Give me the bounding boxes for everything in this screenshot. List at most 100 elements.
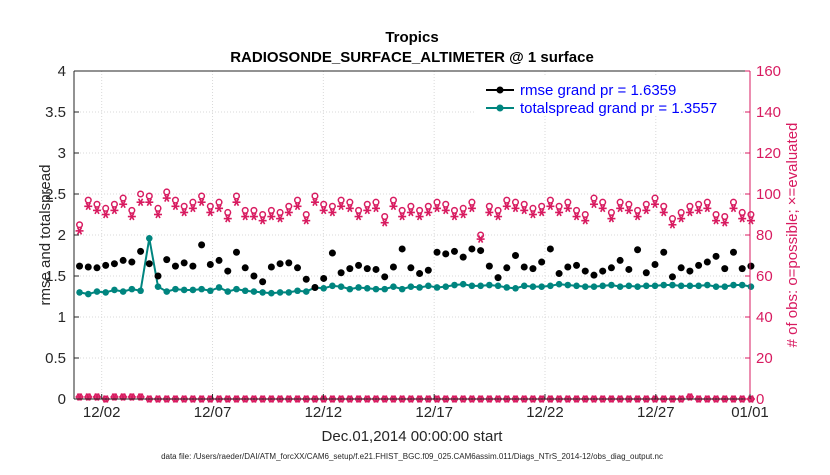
possible-obs-point — [241, 206, 249, 214]
evaluated-obs-stroke — [608, 214, 615, 223]
totalspread-point — [154, 283, 162, 290]
totalspread-point — [590, 283, 598, 290]
evaluated-obs-stroke — [504, 202, 510, 211]
y-tick-label: 0 — [58, 391, 66, 408]
evaluated-obs-point — [162, 194, 171, 202]
evaluated-obs-stroke — [329, 208, 336, 217]
totalspread-point — [93, 288, 101, 295]
rmse-point — [729, 248, 737, 256]
rmse-point — [616, 256, 624, 264]
rmse-point — [529, 265, 537, 273]
evaluated-obs-stroke — [477, 235, 484, 243]
evaluated-obs-stroke — [704, 204, 711, 213]
y-tick-label: 2.5 — [45, 186, 66, 203]
evaluated-obs-point — [337, 202, 346, 211]
possible-obs-point — [442, 200, 450, 208]
evaluated-obs-stroke — [76, 227, 83, 235]
totalspread-point — [477, 282, 484, 290]
evaluated-obs-stroke — [303, 216, 309, 225]
x-tick-label: 01/01 — [731, 404, 769, 421]
evaluated-obs-point — [328, 208, 337, 217]
rmse-point — [607, 264, 615, 272]
rmse-point — [84, 263, 92, 271]
rmse-point — [276, 260, 284, 268]
possible-obs-point — [450, 206, 459, 214]
evaluated-obs-point — [398, 212, 407, 221]
totalspread-point — [712, 283, 720, 290]
legend-spread-label: totalspread grand pr = 1.3557 — [520, 100, 717, 117]
evaluated-obs-stroke — [486, 208, 493, 217]
totalspread-point — [520, 282, 528, 290]
y-axis-right-title: # of obs: o=possible; ×=evaluated — [784, 123, 801, 348]
evaluated-obs-point — [354, 212, 363, 221]
evaluated-obs-point — [293, 202, 302, 211]
totalspread-point — [660, 281, 668, 289]
possible-obs-point — [555, 202, 563, 210]
x-tick-label: 12/02 — [83, 404, 121, 421]
evaluated-obs-stroke — [521, 206, 527, 215]
totalspread-point — [398, 285, 406, 293]
rmse-point — [372, 265, 380, 273]
totalspread-point — [503, 284, 511, 291]
rmse-point — [206, 261, 214, 269]
possible-obs-point — [546, 196, 554, 204]
possible-obs-point — [320, 200, 328, 208]
rmse-point — [259, 278, 267, 286]
rmse-point — [721, 265, 729, 273]
totalspread-point — [363, 285, 371, 292]
evaluated-obs-stroke — [198, 198, 205, 207]
possible-obs-point — [389, 196, 397, 204]
rmse-point — [180, 259, 188, 267]
evaluated-obs-stroke — [565, 204, 571, 213]
possible-obs-point — [511, 198, 520, 206]
evaluated-obs-stroke — [382, 218, 388, 227]
evaluated-obs-stroke — [556, 208, 562, 217]
possible-obs-point — [259, 210, 267, 219]
evaluated-obs-stroke — [172, 202, 179, 211]
evaluated-obs-point — [459, 210, 468, 219]
evaluated-obs-point — [380, 218, 389, 227]
totalspread-point — [599, 282, 606, 290]
totalspread-point — [625, 282, 633, 290]
possible-obs-point — [163, 188, 171, 196]
evaluated-obs-point — [546, 202, 555, 211]
y-right-tick-label: 40 — [756, 309, 773, 326]
evaluated-obs-stroke — [103, 210, 109, 219]
rmse-point — [232, 248, 240, 256]
possible-obs-point — [520, 200, 528, 208]
totalspread-point — [442, 283, 450, 290]
rmse-point — [651, 261, 659, 269]
totalspread-point — [494, 282, 502, 290]
evaluated-obs-point — [206, 208, 215, 217]
possible-obs-point — [738, 208, 746, 216]
evaluated-obs-point — [75, 227, 84, 235]
evaluated-obs-point — [276, 214, 285, 223]
evaluated-obs-stroke — [678, 214, 684, 223]
totalspread-point — [721, 283, 729, 290]
plot-area — [74, 71, 750, 399]
evaluated-obs-point — [319, 206, 328, 215]
possible-obs-point — [346, 198, 354, 206]
evaluated-obs-stroke — [451, 212, 458, 221]
evaluated-obs-point — [712, 216, 721, 225]
evaluated-obs-point — [677, 214, 686, 223]
possible-obs-point — [721, 213, 729, 221]
rmse-point — [503, 264, 511, 272]
evaluated-obs-point — [110, 206, 119, 215]
rmse-point — [747, 262, 755, 270]
rmse-point — [328, 249, 336, 257]
rmse-point — [241, 264, 249, 272]
totalspread-point — [573, 282, 580, 290]
possible-obs-point — [372, 198, 380, 206]
totalspread-point — [145, 234, 153, 242]
data-file-footnote: data file: /Users/raeder/DAI/ATM_forcXX/… — [161, 452, 663, 461]
evaluated-obs-stroke — [730, 204, 737, 213]
possible-obs-point — [337, 196, 345, 204]
evaluated-obs-point — [258, 216, 267, 225]
rmse-point — [294, 264, 302, 272]
rmse-point — [363, 265, 371, 273]
rmse-point — [398, 245, 406, 253]
totalspread-point — [677, 282, 685, 290]
evaluated-obs-point — [197, 198, 206, 207]
